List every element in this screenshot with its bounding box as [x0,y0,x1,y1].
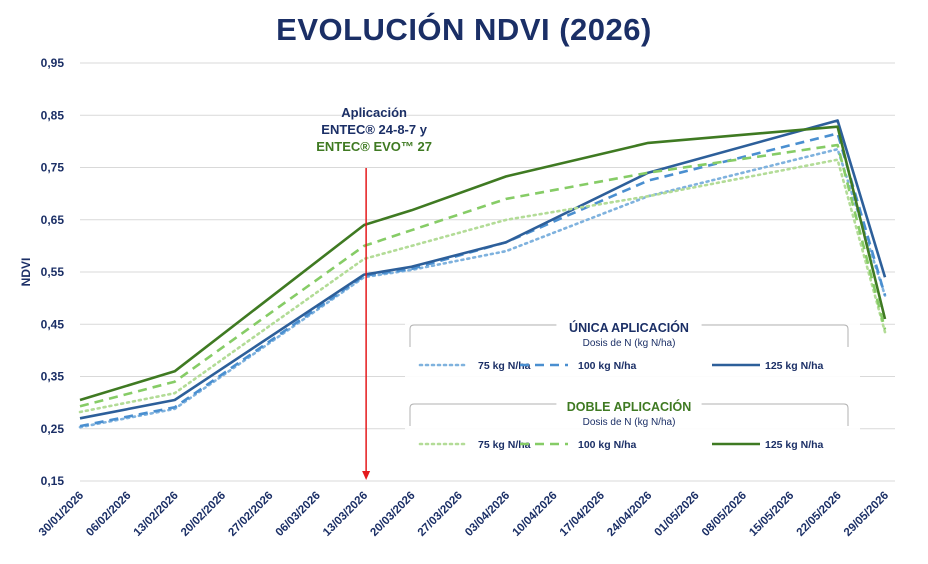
x-tick-label: 13/03/2026 [321,490,370,539]
legend-item-label: 125 kg N/ha [765,439,824,451]
annotation-text-line: ENTEC® EVO™ 27 [316,139,432,154]
series-line-unica-0 [78,147,887,429]
legend-group-title: DOBLE APLICACIÓN [567,399,692,414]
x-tick-label: 22/05/2026 [795,490,844,539]
annotation-text-line: ENTEC® 24-8-7 y [321,122,427,137]
series-lines [78,119,887,429]
annotation-text-line: Aplicación [341,105,407,120]
x-tick-label: 10/04/2026 [510,490,559,539]
x-tick-label: 24/04/2026 [605,490,654,539]
x-tick-label: 03/04/2026 [463,490,512,539]
annotation-arrow-head [362,471,371,480]
series-line-doble-3 [78,158,887,414]
x-tick-label: 20/03/2026 [368,490,417,539]
legend: ÚNICA APLICACIÓN Dosis de N (kg N/ha) 75 k… [405,320,860,457]
y-axis-label: NDVI [19,258,33,287]
x-tick-label: 27/03/2026 [416,490,465,539]
y-axis-ticks: 0,95 0,85 0,75 0,65 0,55 0,45 0,35 0,25 0,15 [41,56,65,488]
chart-title: EVOLUCIÓN NDVI (2026) [276,12,652,47]
x-tick-label: 06/02/2026 [84,490,133,539]
legend-item-label: 75 kg N/ha [478,439,531,451]
y-tick-label: 0,55 [41,265,65,279]
y-tick-label: 0,25 [41,422,65,436]
x-tick-label: 30/01/2026 [37,490,86,539]
series-line-doble-4 [79,143,887,408]
y-tick-label: 0,65 [41,213,65,227]
legend-group-title: ÚNICA APLICACIÓN [569,320,689,335]
y-tick-label: 0,95 [41,56,65,70]
x-tick-label: 06/03/2026 [274,490,323,539]
legend-background [405,320,860,457]
y-tick-label: 0,85 [41,108,65,122]
x-tick-label: 01/05/2026 [653,490,702,539]
x-tick-label: 29/05/2026 [842,490,891,539]
legend-group-subtitle: Dosis de N (kg N/ha) [583,417,676,428]
x-tick-label: 17/04/2026 [558,490,607,539]
x-axis-ticks: 30/01/202606/02/202613/02/202620/02/2026… [37,490,891,539]
application-annotation: Aplicación ENTEC® 24-8-7 y ENTEC® EVO™ 27 [316,105,432,480]
x-tick-label: 08/05/2026 [700,490,749,539]
y-tick-label: 0,75 [41,161,65,175]
legend-group-subtitle: Dosis de N (kg N/ha) [583,338,676,349]
legend-title-mask [556,321,702,333]
legend-item-label: 100 kg N/ha [578,439,637,451]
legend-item-label: 100 kg N/ha [578,360,637,372]
legend-title-mask [556,400,702,412]
y-tick-label: 0,15 [41,474,65,488]
series-line-doble-5 [79,125,887,402]
y-tick-label: 0,45 [41,317,65,331]
x-tick-label: 13/02/2026 [132,490,181,539]
legend-item-label: 75 kg N/ha [478,360,531,372]
x-tick-label: 20/02/2026 [179,490,228,539]
y-tick-label: 0,35 [41,370,65,384]
x-tick-label: 15/05/2026 [747,490,796,539]
legend-item-label: 125 kg N/ha [765,360,824,372]
x-tick-label: 27/02/2026 [226,490,275,539]
